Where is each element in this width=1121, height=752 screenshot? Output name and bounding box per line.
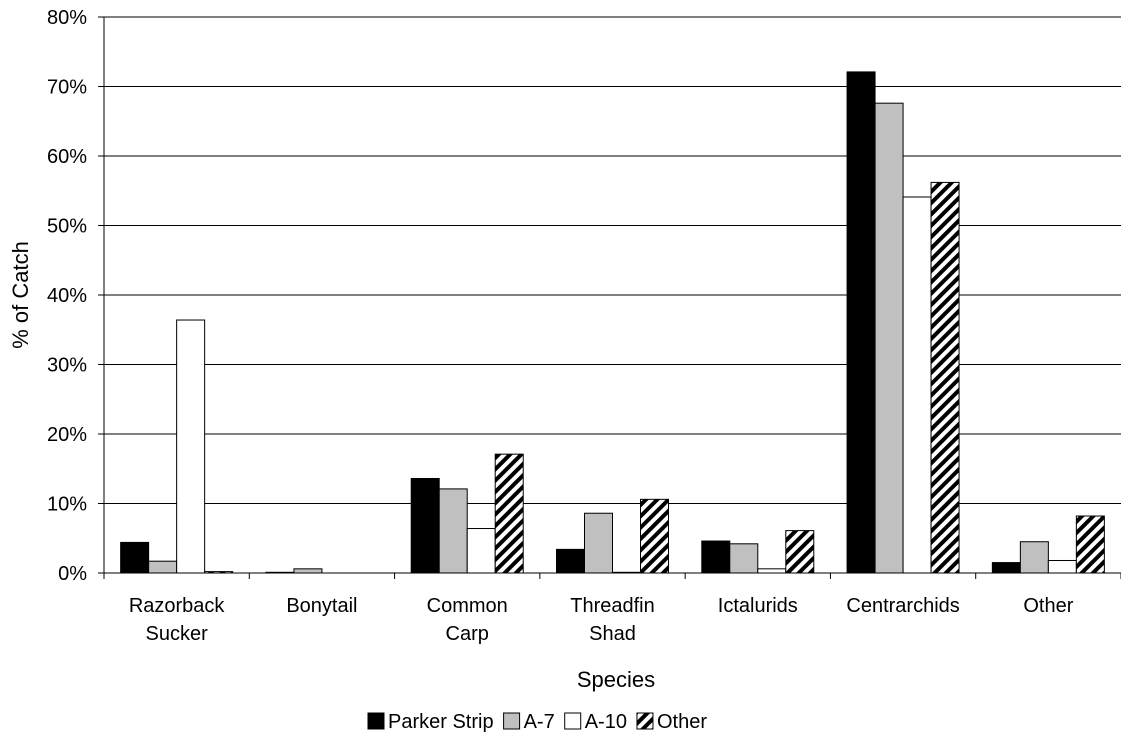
- x-tick-label: Ictalurids: [718, 595, 798, 617]
- x-tick-label: Threadfin: [570, 595, 655, 617]
- legend-swatch: [503, 712, 521, 730]
- y-tick-label: 70%: [47, 77, 87, 99]
- bar-a-10: [902, 196, 932, 574]
- y-tick-labels: 0% 10% 20% 30% 40% 50% 60% 70% 80%: [47, 7, 87, 585]
- bar-parker-strip: [120, 541, 150, 574]
- bar-a-7: [1019, 541, 1049, 574]
- bar-parker-strip: [991, 562, 1021, 574]
- x-tick-label: Carp: [446, 623, 489, 645]
- y-tick-label: 40%: [47, 285, 87, 307]
- x-tick-label: Shad: [589, 623, 636, 645]
- y-axis-label: % of Catch: [8, 241, 33, 349]
- bar-a-7: [148, 560, 178, 574]
- bar-a-7: [438, 488, 468, 574]
- legend-label: A-10: [585, 711, 627, 733]
- x-tick-label: Bonytail: [286, 595, 357, 617]
- bar-a-10: [466, 528, 496, 574]
- legend-swatch: [636, 712, 654, 730]
- bar-a-10: [1047, 559, 1077, 574]
- legend-label: A-7: [524, 711, 555, 733]
- y-tick-label: 30%: [47, 355, 87, 377]
- bar-parker-strip: [701, 540, 731, 574]
- bar-a-7: [729, 543, 759, 574]
- bar-parker-strip: [556, 548, 585, 574]
- y-tick-label: 60%: [47, 146, 87, 168]
- bar-a-7: [293, 568, 323, 574]
- x-tick-label: Other: [1023, 595, 1073, 617]
- legend-swatch: [564, 712, 582, 730]
- bar-a-7: [874, 102, 904, 574]
- x-axis-label: Species: [577, 667, 655, 692]
- gridlines: [104, 16, 1121, 504]
- bar-series-group: [120, 71, 1105, 574]
- bar-other: [785, 530, 815, 574]
- axes: [98, 16, 1121, 579]
- bar-other: [494, 453, 524, 574]
- y-tick-label: 50%: [47, 216, 87, 238]
- x-tick-label: Centrarchids: [846, 595, 959, 617]
- bar-parker-strip: [410, 477, 440, 574]
- legend-swatch: [367, 712, 385, 730]
- x-tick-labels: Razorback Sucker Bonytail Common Carp Threadf…: [129, 595, 1074, 645]
- bar-other: [1075, 515, 1105, 574]
- bar-other: [930, 181, 960, 574]
- legend-label: Other: [657, 711, 707, 733]
- y-tick-label: 80%: [47, 7, 87, 29]
- y-tick-label: 20%: [47, 424, 87, 446]
- bar-a-7: [584, 512, 613, 574]
- legend-label: Parker Strip: [388, 711, 494, 733]
- bar-a-10: [757, 568, 787, 574]
- bar-parker-strip: [846, 71, 876, 574]
- y-tick-label: 0%: [58, 563, 87, 585]
- x-tick-label: Razorback: [129, 595, 226, 617]
- x-tick-label: Sucker: [146, 623, 209, 645]
- legend: Parker Strip A-7 A-10 Other: [367, 711, 707, 733]
- x-tick-label: Common: [427, 595, 508, 617]
- bar-other: [640, 498, 669, 574]
- y-tick-label: 10%: [47, 494, 87, 516]
- bar-a-10: [176, 319, 206, 574]
